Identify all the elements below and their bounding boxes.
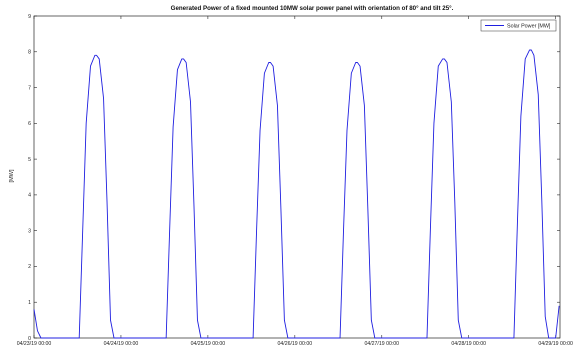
x-tick-label-1: 04/24/19 00:00 (104, 341, 139, 347)
legend-box (480, 19, 557, 32)
y-tick-label-0: 0 (28, 336, 31, 342)
series-layer (33, 49, 560, 339)
x-tick-label-0: 04/23/19 00:00 (17, 341, 52, 347)
y-tick-label-8: 8 (28, 50, 31, 56)
x-tick-label-5: 04/28/19 00:00 (451, 341, 486, 347)
chart-title: Generated Power of a fixed mounted 10MW … (171, 5, 454, 12)
plot-area (33, 15, 561, 339)
y-tick-label-9: 9 (28, 14, 31, 20)
legend: Solar Power [MW] (480, 19, 557, 32)
x-tick-label-4: 04/27/19 00:00 (364, 341, 399, 347)
y-tick-label-1: 1 (28, 300, 31, 306)
y-tick-label-5: 5 (28, 157, 31, 163)
y-tick-label-4: 4 (28, 193, 31, 199)
legend-label: Solar Power [MW] (507, 24, 551, 30)
y-tick-label-7: 7 (28, 85, 31, 91)
y-tick-label-2: 2 (28, 264, 31, 270)
x-tick-label-2: 04/25/19 00:00 (191, 341, 226, 347)
y-tick-label-6: 6 (28, 121, 31, 127)
x-tick-label-3: 04/26/19 00:00 (278, 341, 313, 347)
series-line-0 (33, 49, 560, 339)
y-axis-ticks: 0 1 2 3 4 5 6 7 8 9 (28, 14, 560, 342)
y-axis-label: [MW] (9, 169, 15, 182)
y-tick-label-3: 3 (28, 228, 31, 234)
x-tick-label-6: 04/29/19 00:00 (538, 341, 573, 347)
